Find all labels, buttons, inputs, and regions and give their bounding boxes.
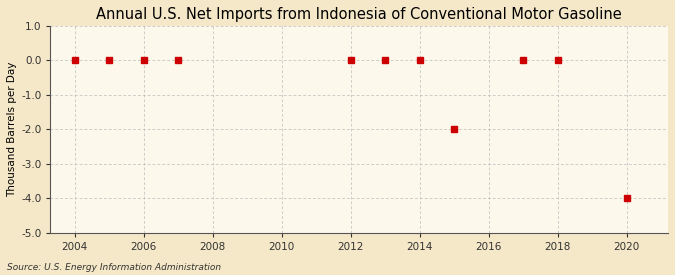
Title: Annual U.S. Net Imports from Indonesia of Conventional Motor Gasoline: Annual U.S. Net Imports from Indonesia o… xyxy=(97,7,622,22)
Text: Source: U.S. Energy Information Administration: Source: U.S. Energy Information Administ… xyxy=(7,263,221,272)
Y-axis label: Thousand Barrels per Day: Thousand Barrels per Day xyxy=(7,62,17,197)
